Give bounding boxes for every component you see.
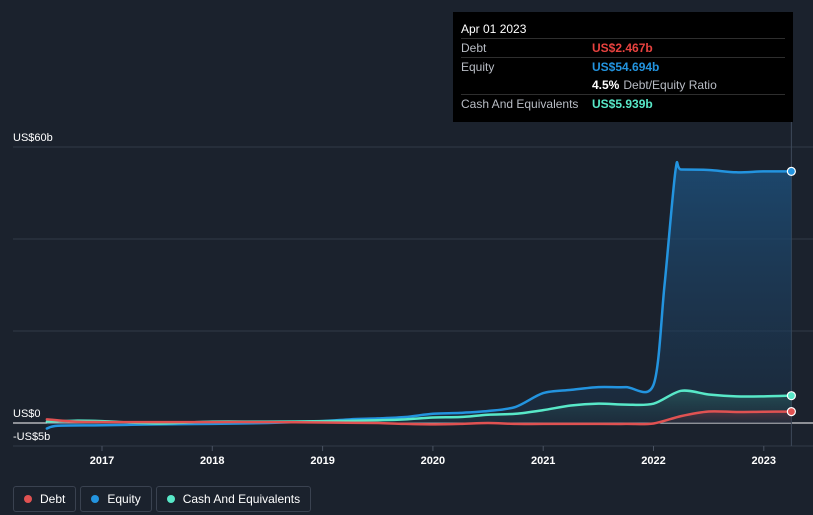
tooltip-debt-row: Debt US$2.467b <box>461 38 785 57</box>
tooltip-equity-row: Equity US$54.694b <box>461 57 785 76</box>
equity-end-marker <box>786 166 796 177</box>
tooltip-debt-label: Debt <box>461 41 487 55</box>
x-tick-label-2021: 2021 <box>531 455 555 467</box>
tooltip-ratio-row: 4.5% Debt/Equity Ratio <box>461 76 785 94</box>
legend-item-debt[interactable]: Debt <box>13 486 77 512</box>
y-tick-label-0: US$60b <box>13 132 53 144</box>
tooltip-cash-value: US$5.939b <box>592 97 653 111</box>
tooltip-ratio-value: 4.5% <box>592 78 620 92</box>
legend-item-equity[interactable]: Equity <box>80 486 152 512</box>
x-tick-label-2018: 2018 <box>200 455 224 467</box>
y-tick-label-1: US$0 <box>13 408 41 420</box>
legend-dot-debt <box>24 495 32 503</box>
x-tick-label-2022: 2022 <box>641 455 665 467</box>
legend-dot-cash <box>166 495 175 503</box>
cash-area <box>46 390 792 424</box>
legend-dot-equity <box>91 495 100 503</box>
x-tick-label-2017: 2017 <box>90 455 114 467</box>
x-tick-label-2023: 2023 <box>752 455 776 467</box>
legend: Debt Equity Cash And Equivalents <box>13 486 312 512</box>
legend-label-debt: Debt <box>40 492 66 506</box>
tooltip-cash-label: Cash And Equivalents <box>461 97 579 111</box>
tooltip-equity-label: Equity <box>461 60 495 74</box>
y-tick-label-2: -US$5b <box>13 431 50 443</box>
debt-end-marker <box>786 407 796 417</box>
legend-label-cash: Cash And Equivalents <box>182 492 301 506</box>
equity-line <box>45 160 793 430</box>
tooltip: Apr 01 2023 Debt US$2.467b Equity US$54.… <box>453 12 793 122</box>
legend-label-equity: Equity <box>107 492 141 506</box>
tooltip-date: Apr 01 2023 <box>461 22 527 36</box>
tooltip-debt-value: US$2.467b <box>592 41 653 55</box>
tooltip-ratio-label: Debt/Equity Ratio <box>623 78 717 92</box>
tooltip-cash-row: Cash And Equivalents US$5.939b <box>461 94 785 113</box>
equity-area <box>46 162 792 429</box>
x-tick-label-2020: 2020 <box>421 455 445 467</box>
tooltip-equity-value: US$54.694b <box>592 60 660 74</box>
debt-line <box>45 410 793 426</box>
x-tick-label-2019: 2019 <box>310 455 334 467</box>
debt-area <box>46 411 792 425</box>
cash-end-marker <box>786 391 796 401</box>
legend-item-cash[interactable]: Cash And Equivalents <box>155 486 312 512</box>
